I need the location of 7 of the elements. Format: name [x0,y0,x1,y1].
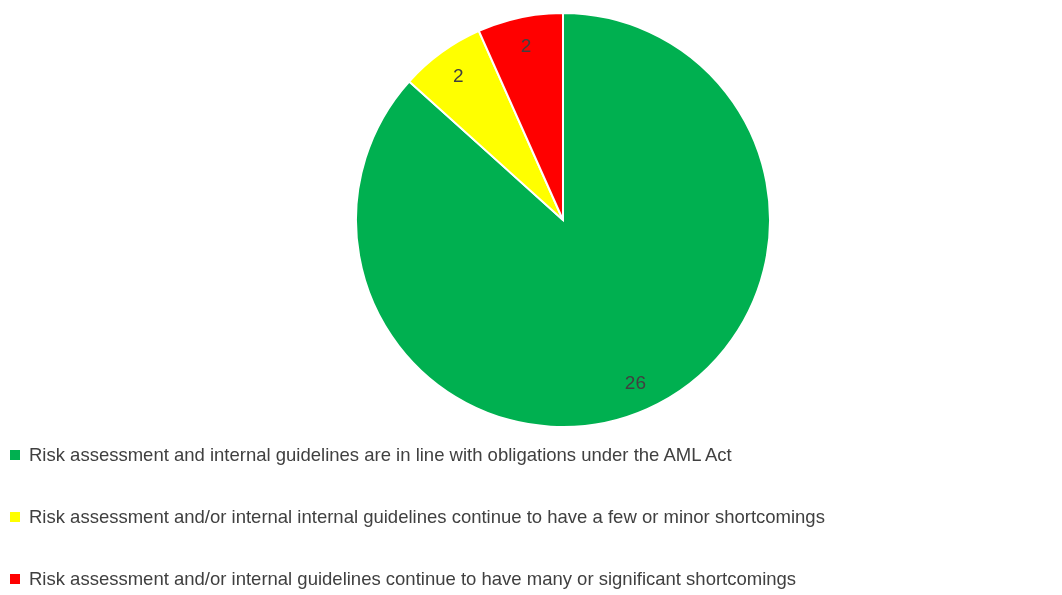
legend-label: Risk assessment and/or internal guidelines continue to have many or significant shortcomings [29,568,797,590]
pie-slice [355,12,771,428]
data-label: 2 [453,65,464,87]
legend-label: Risk assessment and/or internal internal guidelines continue to have a few or minor shortcomings [29,506,825,528]
data-label: 26 [624,372,646,394]
data-label: 2 [520,35,532,57]
legend-label: Risk assessment and internal guidelines are in line with obligations under the AML Act [29,444,732,466]
